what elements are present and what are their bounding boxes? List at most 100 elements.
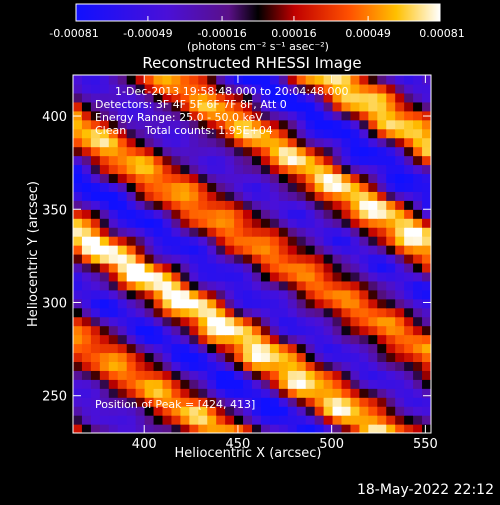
heatmap-cell: [278, 110, 289, 121]
heatmap-cell: [198, 271, 208, 282]
heatmap-cell: [117, 92, 128, 103]
heatmap-cell: [216, 218, 226, 228]
heatmap-cell: [341, 92, 352, 103]
heatmap-cell: [314, 325, 325, 336]
heatmap-cell: [332, 218, 343, 228]
heatmap-cell: [386, 218, 396, 228]
heatmap-cell: [90, 361, 101, 371]
heatmap-cell: [153, 155, 164, 166]
heatmap-cell: [144, 424, 155, 433]
heatmap-cell: [135, 415, 146, 425]
heatmap-cell: [180, 101, 190, 112]
heatmap-cell: [180, 361, 190, 371]
heatmap-cell: [126, 280, 137, 291]
heatmap-cell: [180, 379, 190, 389]
heatmap-cell: [341, 137, 352, 148]
heatmap-cell: [332, 191, 343, 201]
heatmap-cell: [323, 209, 334, 219]
heatmap-cell: [296, 406, 307, 416]
heatmap-cell: [278, 280, 289, 291]
heatmap-cell: [234, 406, 244, 416]
heatmap-cell: [287, 334, 298, 345]
heatmap-cell: [126, 83, 137, 94]
heatmap-cell: [171, 83, 181, 94]
heatmap-cell: [314, 245, 325, 255]
heatmap-cell: [332, 406, 343, 416]
heatmap-cell: [395, 289, 405, 300]
heatmap-cell: [287, 254, 298, 264]
heatmap-cell: [144, 83, 155, 94]
heatmap-cell: [216, 343, 226, 354]
heatmap-cell: [332, 352, 343, 362]
heatmap-cell: [117, 271, 128, 282]
heatmap-cell: [99, 379, 110, 389]
heatmap-cell: [243, 406, 253, 416]
heatmap-cell: [108, 110, 119, 121]
heatmap-cell: [323, 245, 334, 255]
heatmap-cell: [404, 209, 414, 219]
heatmap-cell: [99, 128, 110, 139]
heatmap-cell: [171, 397, 181, 407]
heatmap-cell: [90, 316, 101, 327]
heatmap-cell: [252, 200, 262, 210]
heatmap-cell: [135, 271, 146, 282]
annotation-peak-position: Position of Peak = [424, 413]: [95, 398, 255, 411]
heatmap-cell: [243, 316, 253, 327]
heatmap-cell: [278, 245, 289, 255]
heatmap-cell: [350, 173, 360, 183]
heatmap-cell: [404, 92, 414, 103]
heatmap-cell: [404, 110, 414, 121]
heatmap-cell: [81, 101, 92, 112]
heatmap-cell: [314, 415, 325, 425]
heatmap-cell: [350, 316, 360, 327]
heatmap-cell: [422, 298, 431, 309]
heatmap-cell: [207, 424, 217, 433]
heatmap-cell: [323, 101, 334, 112]
heatmap-cell: [377, 388, 387, 398]
heatmap-cell: [341, 155, 352, 166]
heatmap-cell: [180, 200, 190, 210]
heatmap-cell: [225, 370, 235, 380]
heatmap-cell: [341, 280, 352, 291]
heatmap-cell: [386, 110, 396, 121]
heatmap-cell: [99, 397, 110, 407]
heatmap-cell: [90, 83, 101, 94]
heatmap-cell: [207, 307, 217, 318]
heatmap-cell: [314, 352, 325, 362]
heatmap-cell: [269, 137, 280, 148]
heatmap-cell: [216, 110, 226, 121]
heatmap-cell: [117, 110, 128, 121]
heatmap-cell: [73, 191, 83, 201]
heatmap-cell: [323, 406, 334, 416]
heatmap-cell: [153, 254, 164, 264]
heatmap-cell: [198, 289, 208, 300]
heatmap-cell: [207, 406, 217, 416]
heatmap-cell: [225, 164, 235, 175]
heatmap-cell: [73, 388, 83, 398]
heatmap-cell: [81, 415, 92, 425]
heatmap-cell: [144, 343, 155, 354]
heatmap-cell: [350, 75, 360, 85]
heatmap-cell: [422, 397, 431, 407]
heatmap-cell: [225, 352, 235, 362]
heatmap-cell: [386, 119, 396, 130]
heatmap-cell: [189, 92, 199, 103]
heatmap-cell: [422, 370, 431, 380]
heatmap-cell: [386, 397, 396, 407]
heatmap-cell: [99, 182, 110, 192]
heatmap-cell: [162, 352, 173, 362]
heatmap-cell: [305, 110, 316, 121]
heatmap-cell: [422, 343, 431, 354]
heatmap-cell: [296, 236, 307, 246]
heatmap-cell: [278, 307, 289, 318]
heatmap-cell: [171, 388, 181, 398]
heatmap-cell: [207, 209, 217, 219]
heatmap-cell: [162, 218, 173, 228]
heatmap-cell: [243, 245, 253, 255]
heatmap-cell: [377, 254, 387, 264]
heatmap-cell: [189, 83, 199, 94]
heatmap-cell: [305, 209, 316, 219]
heatmap-cell: [314, 236, 325, 246]
heatmap-cell: [73, 245, 83, 255]
heatmap-cell: [395, 352, 405, 362]
